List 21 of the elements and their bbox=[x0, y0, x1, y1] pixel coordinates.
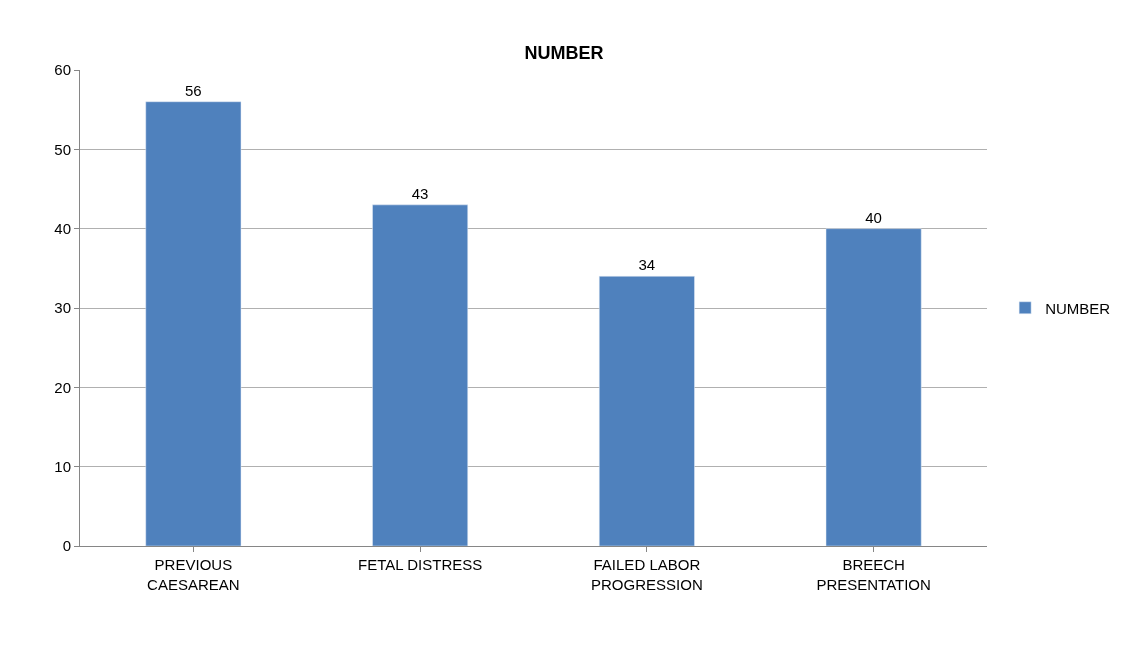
y-tick-label: 40 bbox=[54, 219, 71, 237]
y-tick-label: 10 bbox=[54, 457, 71, 475]
x-tick-label: BREECH PRESENTATION bbox=[816, 556, 931, 593]
y-tick-label: 0 bbox=[62, 537, 71, 555]
data-label: 43 bbox=[411, 184, 429, 202]
bar bbox=[372, 204, 468, 546]
x-tick-label: FAILED LABOR PROGRESSION bbox=[591, 556, 703, 593]
y-tick-label: 30 bbox=[54, 299, 71, 317]
data-label: 34 bbox=[638, 256, 656, 274]
bar bbox=[145, 101, 242, 546]
bar bbox=[599, 276, 695, 546]
legend-label: NUMBER bbox=[1045, 299, 1111, 317]
y-tick-label: 60 bbox=[54, 61, 71, 79]
x-tick-label: FETAL DISTRESS bbox=[358, 556, 483, 573]
data-label: 56 bbox=[185, 81, 202, 99]
chart-title: NUMBER bbox=[524, 42, 604, 63]
x-tick-label: PREVIOUS CAESAREAN bbox=[147, 556, 240, 593]
y-tick-label: 20 bbox=[54, 378, 71, 396]
data-label: 40 bbox=[865, 208, 882, 226]
y-tick-label: 50 bbox=[54, 140, 71, 158]
bar bbox=[825, 228, 922, 546]
